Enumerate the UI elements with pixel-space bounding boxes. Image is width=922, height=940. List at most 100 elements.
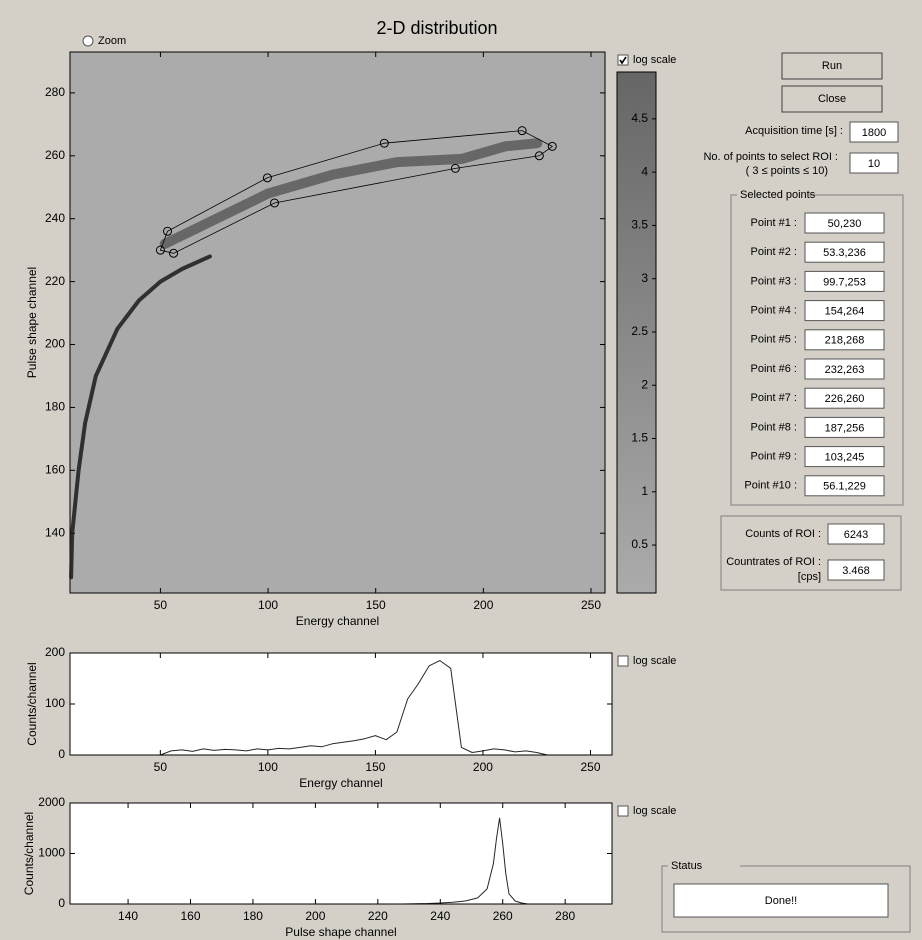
point-label: Point #4 : (751, 305, 797, 317)
x-tick-label: 140 (118, 909, 138, 923)
roi-vertex (155, 245, 165, 255)
roi-vertex (379, 138, 389, 148)
x-tick-label: 240 (430, 909, 450, 923)
y-axis-label: Pulse shape channel (25, 267, 39, 378)
x-tick-label: 160 (180, 909, 200, 923)
y-axis-label: Counts/channel (22, 812, 36, 895)
colorbar-tick-label: 3 (641, 271, 648, 285)
log-scale-checkbox-check (619, 56, 627, 65)
colorbar-tick-label: 4.5 (631, 111, 648, 125)
counts-field[interactable] (827, 523, 885, 545)
colorbar-tick-label: 0.5 (631, 537, 648, 551)
point-field[interactable] (804, 475, 885, 497)
point-field[interactable] (804, 241, 885, 263)
run-button[interactable] (781, 52, 883, 80)
colorbar-tick-label: 4 (641, 164, 648, 178)
y-tick-label: 140 (45, 525, 65, 539)
x-axis-label: Pulse shape channel (285, 925, 396, 939)
point-field-value: 218,268 (825, 335, 865, 347)
selected-points-group (730, 194, 904, 506)
colorbar-tick-label: 2 (641, 377, 648, 391)
acquisition-field-value: 1800 (862, 127, 886, 139)
x-tick-label: 150 (366, 598, 386, 612)
x-tick-label: 220 (368, 909, 388, 923)
point-label: Point #10 : (744, 480, 797, 492)
close-button-label: Close (818, 93, 846, 105)
y-tick-label: 220 (45, 274, 65, 288)
log-scale-checkbox-label: log scale (633, 655, 676, 667)
run-button-label: Run (822, 60, 842, 72)
zoom-label: Zoom (98, 35, 126, 47)
point-field[interactable] (804, 270, 885, 292)
point-field[interactable] (804, 358, 885, 380)
status-value: Done!! (765, 895, 797, 907)
point-field[interactable] (804, 446, 885, 468)
x-tick-label: 150 (365, 760, 385, 774)
colorbar-tick-label: 1 (641, 484, 648, 498)
point-field-value: 56.1,229 (823, 481, 866, 493)
y-tick-label: 260 (45, 148, 65, 162)
log-scale-checkbox[interactable] (617, 54, 629, 66)
point-field[interactable] (804, 387, 885, 409)
close-button[interactable] (781, 85, 883, 113)
point-label: Point #3 : (751, 275, 797, 287)
points-field[interactable] (849, 152, 899, 174)
log-scale-checkbox-label: log scale (633, 805, 676, 817)
countrate-field-value: 3.468 (842, 565, 870, 577)
x-tick-label: 250 (580, 760, 600, 774)
countrate-field[interactable] (827, 559, 885, 581)
log-scale-checkbox[interactable] (617, 805, 629, 817)
y-tick-label: 280 (45, 85, 65, 99)
y-tick-label: 0 (58, 896, 65, 910)
points-label: No. of points to select ROI : (703, 151, 838, 163)
status-group-title-bg (668, 860, 740, 872)
y-tick-label: 100 (45, 696, 65, 710)
y-tick-label: 160 (45, 463, 65, 477)
log-scale-checkbox[interactable] (617, 655, 629, 667)
point-field[interactable] (804, 300, 885, 322)
x-tick-label: 250 (581, 598, 601, 612)
point-field[interactable] (804, 329, 885, 351)
density-ridge (159, 138, 543, 249)
roi-group (720, 515, 902, 591)
status-group (661, 865, 911, 933)
roi-vertex (534, 151, 544, 161)
x-axis-label: Energy channel (299, 776, 382, 790)
title: 2-D distribution (376, 18, 497, 38)
y-tick-label: 1000 (38, 846, 65, 860)
acquisition-field[interactable] (849, 121, 899, 143)
point-field-value: 232,263 (825, 364, 865, 376)
colorbar-tick-label: 1.5 (631, 431, 648, 445)
roi-vertex (270, 198, 280, 208)
zoom-radio[interactable] (82, 35, 94, 47)
x-tick-label: 100 (258, 760, 278, 774)
y-tick-label: 0 (58, 747, 65, 761)
counts-label: Counts of ROI : (745, 528, 821, 540)
y-axis-label: Counts/channel (25, 662, 39, 745)
status-field (673, 883, 889, 918)
plot-area (69, 652, 613, 756)
point-label: Point #1 : (751, 217, 797, 229)
y-tick-label: 200 (45, 337, 65, 351)
x-tick-label: 200 (305, 909, 325, 923)
counts-field-value: 6243 (844, 529, 868, 541)
x-tick-label: 200 (473, 760, 493, 774)
x-axis-label: Energy channel (296, 614, 379, 628)
density-ridge (69, 254, 212, 580)
y-tick-label: 2000 (38, 795, 65, 809)
countrate-label: Countrates of ROI : (726, 556, 821, 568)
point-field-value: 187,256 (825, 422, 865, 434)
selected-points-group-title-bg (737, 189, 809, 201)
y-tick-label: 240 (45, 211, 65, 225)
point-field-value: 154,264 (825, 306, 865, 318)
histogram-line (402, 817, 529, 905)
point-label: Point #9 : (751, 451, 797, 463)
x-tick-label: 100 (258, 598, 278, 612)
point-field-value: 53.3,236 (823, 247, 866, 259)
points-label: ( 3 ≤ points ≤ 10) (746, 165, 828, 177)
countrate-label: [cps] (798, 571, 821, 583)
point-field[interactable] (804, 212, 885, 234)
point-field-value: 99.7,253 (823, 276, 866, 288)
point-field[interactable] (804, 416, 885, 438)
